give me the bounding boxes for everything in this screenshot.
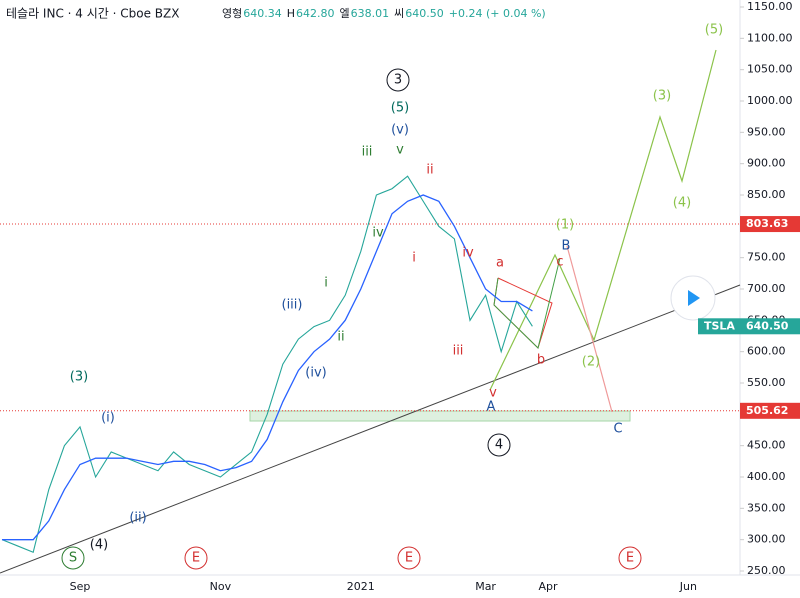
wave-label: E <box>626 551 634 566</box>
wave-label: B <box>562 239 571 254</box>
wave-label: a <box>496 256 504 271</box>
annotation-circle <box>61 546 85 570</box>
wave-label: (5) <box>391 101 409 116</box>
x-tick-label: Jun <box>679 580 697 593</box>
symbol: 테슬라 INC · 4 시간 · Cboe BZX <box>6 7 179 21</box>
wave-label: (4) <box>673 196 691 211</box>
wave-label: (3) <box>70 370 88 385</box>
header-close-label: 씨 <box>394 7 404 20</box>
price-line <box>2 194 533 541</box>
trendline <box>0 284 741 574</box>
wave-label: A <box>487 400 496 415</box>
wave-projection <box>489 49 717 391</box>
support-zone <box>249 410 631 422</box>
y-tick-label: 1000.00 <box>747 94 793 107</box>
wave-label: iii <box>362 145 373 160</box>
last-label: 640.50 <box>746 319 789 332</box>
wave-label: (iv) <box>305 366 326 381</box>
header-open-label: 영형 <box>222 7 242 20</box>
y-tick-label: 350.00 <box>747 501 786 514</box>
wave-label: 3 <box>394 73 402 88</box>
wave-label: (v) <box>391 123 409 138</box>
wave-label: (5) <box>705 23 723 38</box>
wave-label: iv <box>372 226 384 241</box>
header-open: 640.34 <box>243 7 282 20</box>
header-change: +0.24 (+ 0.04 %) <box>449 7 546 20</box>
level-tag <box>740 402 800 419</box>
header: 테슬라 INC · 4 시간 · Cboe BZX <box>6 7 179 21</box>
wave-label: (4) <box>90 538 108 553</box>
header-low: 638.01 <box>351 7 390 20</box>
abc-pattern <box>493 257 561 349</box>
annotation-circle <box>184 546 208 570</box>
wave-label: c <box>556 255 563 270</box>
level-tag <box>740 216 800 233</box>
wave-label: (3) <box>653 89 671 104</box>
wave-label: iii <box>453 344 464 359</box>
wave-projection-c <box>566 245 613 413</box>
wave-label: i <box>412 251 416 266</box>
x-tick-label: Sep <box>70 580 91 593</box>
annotation-circle <box>397 546 421 570</box>
y-tick-label: 400.00 <box>747 470 786 483</box>
y-tick-label: 750.00 <box>747 251 786 264</box>
x-tick-label: 2021 <box>347 580 375 593</box>
wave-label: iv <box>462 246 474 261</box>
wave-label: (1) <box>556 218 574 233</box>
y-tick-label: 1100.00 <box>747 31 793 44</box>
last-tag <box>698 318 800 335</box>
wave-label: (ii) <box>129 511 146 526</box>
y-tick-label: 1150.00 <box>747 0 793 13</box>
y-tick-label: 450.00 <box>747 439 786 452</box>
wave-label: (2) <box>582 355 600 370</box>
x-tick-label: Nov <box>210 580 232 593</box>
wave-label: 4 <box>495 438 503 453</box>
wave-label: v <box>396 143 404 158</box>
header-high-label: H <box>287 7 295 20</box>
wave-label: C <box>613 422 622 437</box>
header-low-label: 엘 <box>340 7 350 20</box>
x-tick-label: Mar <box>475 580 496 593</box>
header-close: 640.50 <box>405 7 444 20</box>
annotation-circle <box>386 68 410 92</box>
play-icon <box>688 290 700 306</box>
y-tick-label: 300.00 <box>747 533 786 546</box>
wave-label: v <box>489 386 497 401</box>
y-tick-label: 900.00 <box>747 157 786 170</box>
y-tick-label: 550.00 <box>747 376 786 389</box>
annotation-circle <box>487 433 511 457</box>
wave-label: ii <box>426 163 433 178</box>
wave-label: (iii) <box>282 298 303 313</box>
y-tick-label: 600.00 <box>747 345 786 358</box>
level-label: 505.62 <box>746 404 788 417</box>
y-tick-label: 850.00 <box>747 188 786 201</box>
y-tick-label: 1050.00 <box>747 63 793 76</box>
wave-label: i <box>324 276 328 291</box>
header-high: 642.80 <box>296 7 335 20</box>
wave-label: ii <box>337 330 344 345</box>
wave-label: E <box>405 551 413 566</box>
y-tick-label: 250.00 <box>747 564 786 577</box>
annotation-circle <box>618 546 642 570</box>
last-name: TSLA <box>704 319 735 332</box>
wave-label: S <box>69 551 77 566</box>
wave-label: (i) <box>101 411 115 426</box>
x-tick-label: Apr <box>538 580 558 593</box>
y-tick-label: 950.00 <box>747 125 786 138</box>
wave-label: E <box>192 551 200 566</box>
wave-label: b <box>537 353 545 368</box>
y-tick-label: 700.00 <box>747 282 786 295</box>
level-label: 803.63 <box>746 217 788 230</box>
